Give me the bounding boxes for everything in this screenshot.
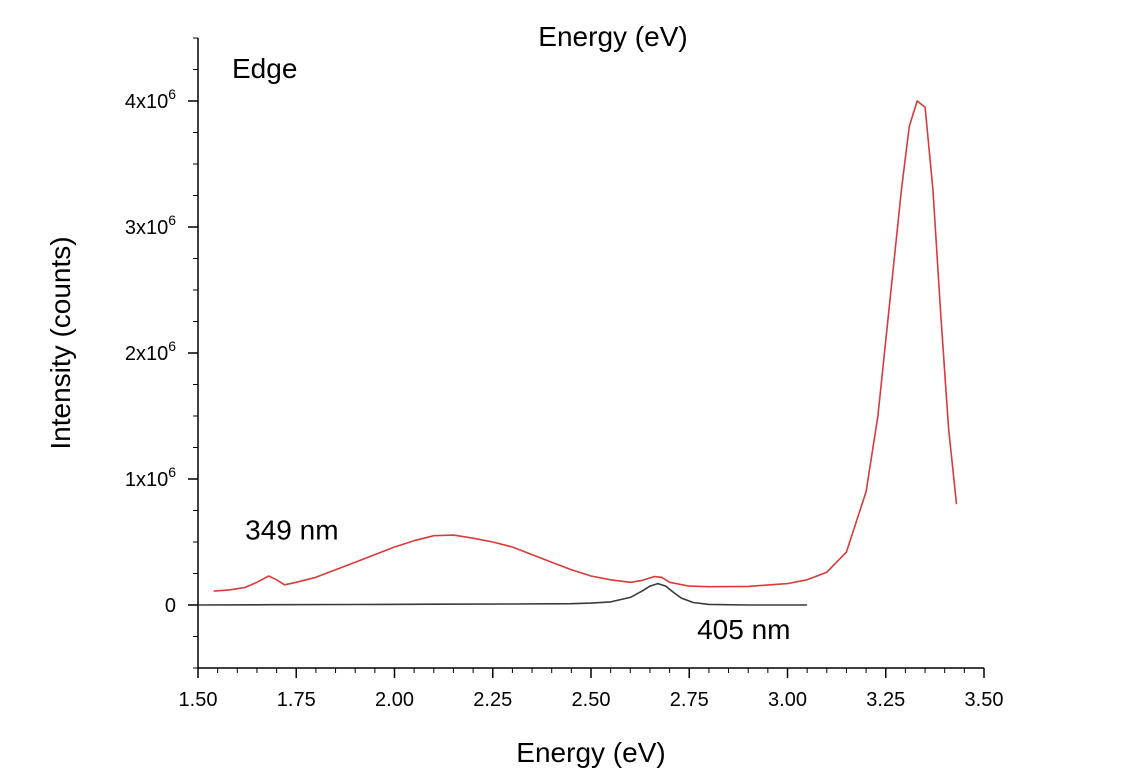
x-tick-label: 3.25 [866, 689, 905, 711]
panel-label: Edge [232, 53, 297, 84]
x-tick-label: 1.75 [277, 689, 316, 711]
x-axis-label: Energy (eV) [516, 737, 665, 768]
x-tick-label: 2.75 [670, 689, 709, 711]
y-tick-label: 3x106 [125, 212, 176, 239]
x-tick-label: 3.00 [768, 689, 807, 711]
annotation-label: 405 nm [697, 614, 790, 645]
series-line [197, 582, 808, 606]
annotation-layer: 349 nm 405 nm [245, 514, 790, 645]
y-tick-label: 2x106 [125, 338, 176, 365]
x-tick-label: 2.50 [572, 689, 611, 711]
y-axis-ticks: 0 1x106 2x106 3x106 4x106 [125, 37, 198, 669]
x-tick-label: 2.00 [375, 689, 414, 711]
y-axis-label: Intensity (counts) [45, 236, 76, 449]
series-line [213, 100, 958, 592]
x-tick-label: 2.25 [473, 689, 512, 711]
x-axis-ticks: 1.50 1.75 2.00 2.25 2.50 2.75 3.00 3.25 3.50 [179, 668, 1004, 711]
annotation-label: 349 nm [245, 514, 338, 545]
y-tick-label: 0 [165, 595, 176, 617]
series-layer [197, 100, 958, 606]
x-tick-label: 1.50 [179, 689, 218, 711]
x-tick-label: 3.50 [965, 689, 1004, 711]
y-tick-label: 4x106 [125, 86, 176, 113]
y-tick-label: 1x106 [125, 464, 176, 491]
chart-title: Energy (eV) [538, 21, 687, 52]
